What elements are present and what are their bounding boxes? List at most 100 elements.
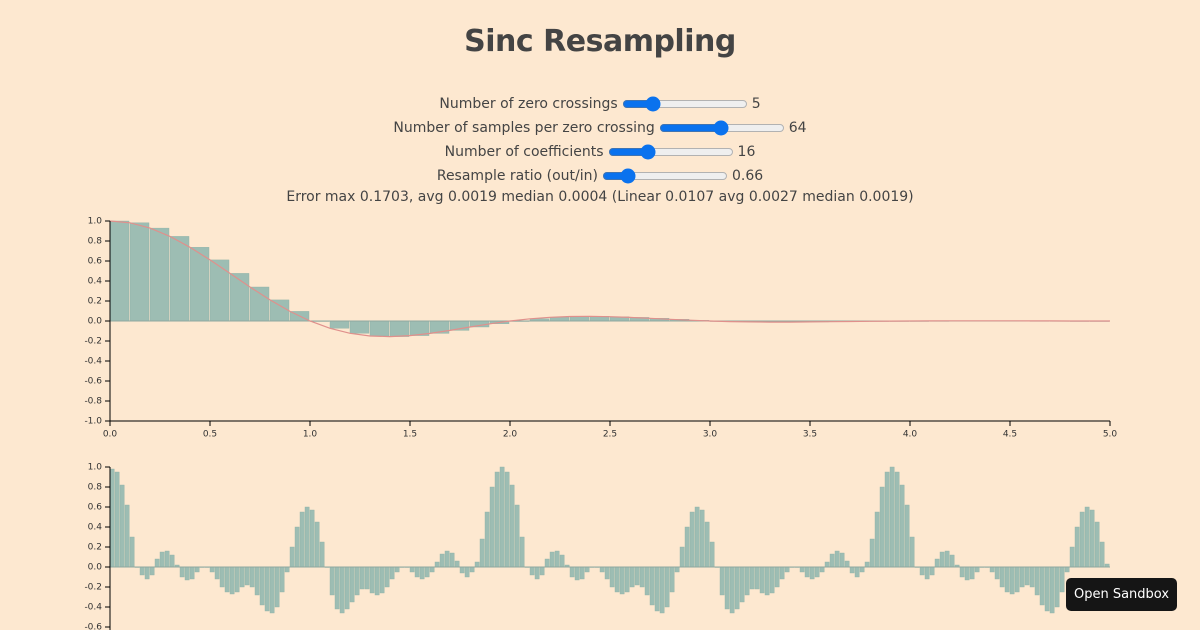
bar [944,550,950,568]
bar [474,561,480,568]
slider[interactable] [607,145,734,159]
bar [1099,541,1105,568]
bar [429,566,435,573]
bar [189,247,210,322]
bar [119,484,125,568]
bar [894,471,900,568]
bar [844,560,850,568]
bar [614,566,620,593]
control-row: Number of coefficients 16 [0,140,1200,164]
bar [759,566,765,594]
bar [824,561,830,568]
bar [1064,566,1070,573]
y-tick-label: -0.6 [84,623,102,630]
bar [754,566,760,590]
bar [969,566,975,580]
bar [334,566,340,610]
bar [184,566,190,581]
control-label: Number of samples per zero crossing [393,120,655,136]
bar [294,526,300,568]
error-text: Error max 0.1703, avg 0.0019 median 0.00… [286,189,914,205]
bar [504,471,510,568]
bar [694,506,700,568]
bar [669,566,675,593]
bar [124,504,130,568]
bar [739,566,745,603]
bar [879,486,885,568]
bar [279,566,285,593]
bar [689,511,695,568]
bar [584,566,590,573]
x-tick-label: 5.0 [1103,430,1118,440]
bar [999,566,1005,588]
bar [719,566,725,596]
bar [604,566,610,580]
bar [129,536,135,568]
bar [989,566,995,573]
bar [904,504,910,568]
bar [384,566,390,588]
bar [529,566,535,576]
bar [464,566,470,578]
bar [344,566,350,610]
y-tick-label: 0.4 [88,523,103,533]
x-tick-label: 3.5 [803,430,817,440]
y-tick-label: -0.8 [84,397,102,407]
plot [110,220,1110,338]
bar [339,566,345,614]
bar [1054,566,1060,608]
bar [234,566,240,593]
y-tick-label: 0.2 [88,297,102,307]
x-tick-label: 0.5 [203,430,217,440]
bar [479,538,485,568]
bar [624,566,630,593]
bar [559,554,565,568]
control-label: Number of coefficients [444,144,604,160]
bar [209,566,215,573]
x-tick-label: 2.0 [503,430,518,440]
bar [189,566,195,580]
bar [499,466,505,568]
slider[interactable] [658,121,785,135]
bar [779,566,785,580]
y-tick-label: -0.2 [84,583,102,593]
control-value: 5 [751,96,761,112]
bar [859,566,865,573]
y-tick-label: -0.4 [84,603,102,613]
bar [329,320,350,329]
open-sandbox-button[interactable]: Open Sandbox [1066,578,1177,611]
bar [1074,526,1080,568]
y-tick-label: 0.2 [88,543,102,553]
y-tick-label: -1.0 [84,417,102,427]
bar [569,316,590,322]
bar [354,566,360,596]
bar [619,566,625,595]
slider[interactable] [621,97,748,111]
plot [110,466,1110,614]
bar [414,566,420,578]
bar [369,320,390,337]
bar [1034,566,1040,596]
bar [674,566,680,573]
bar [639,566,645,588]
bar [889,466,895,568]
bar [949,554,955,568]
control-value: 0.66 [731,168,764,184]
control-label: Resample ratio (out/in) [436,168,598,184]
bar [419,566,425,580]
bar [494,471,500,568]
slider[interactable] [601,169,728,183]
bar [539,566,545,576]
bar [239,566,245,588]
bar [569,566,575,578]
x-tick-label: 4.5 [1003,430,1017,440]
bar [229,566,235,595]
bar [609,566,615,588]
bar [1084,506,1090,568]
bar [864,561,870,568]
page-title: Sinc Resampling [464,24,736,59]
y-tick-label: 0.0 [88,317,103,327]
bar [1004,566,1010,593]
bar [149,566,155,576]
y-tick-label: 0.8 [88,483,103,493]
